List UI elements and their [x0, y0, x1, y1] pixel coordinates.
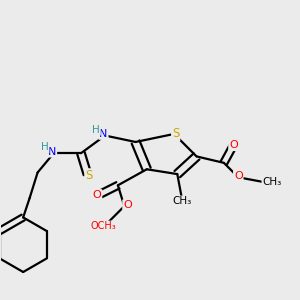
Text: OCH₃: OCH₃ — [91, 221, 116, 231]
Text: CH₃: CH₃ — [262, 177, 282, 187]
Text: O: O — [123, 200, 132, 210]
Text: N: N — [48, 147, 56, 157]
Text: O: O — [229, 140, 238, 150]
Text: O: O — [234, 171, 243, 181]
Text: O: O — [93, 190, 101, 200]
Text: H: H — [41, 142, 49, 152]
Text: S: S — [172, 128, 179, 140]
Text: N: N — [99, 129, 108, 139]
Text: S: S — [85, 169, 93, 182]
Text: CH₃: CH₃ — [172, 196, 192, 206]
Text: H: H — [92, 125, 100, 135]
